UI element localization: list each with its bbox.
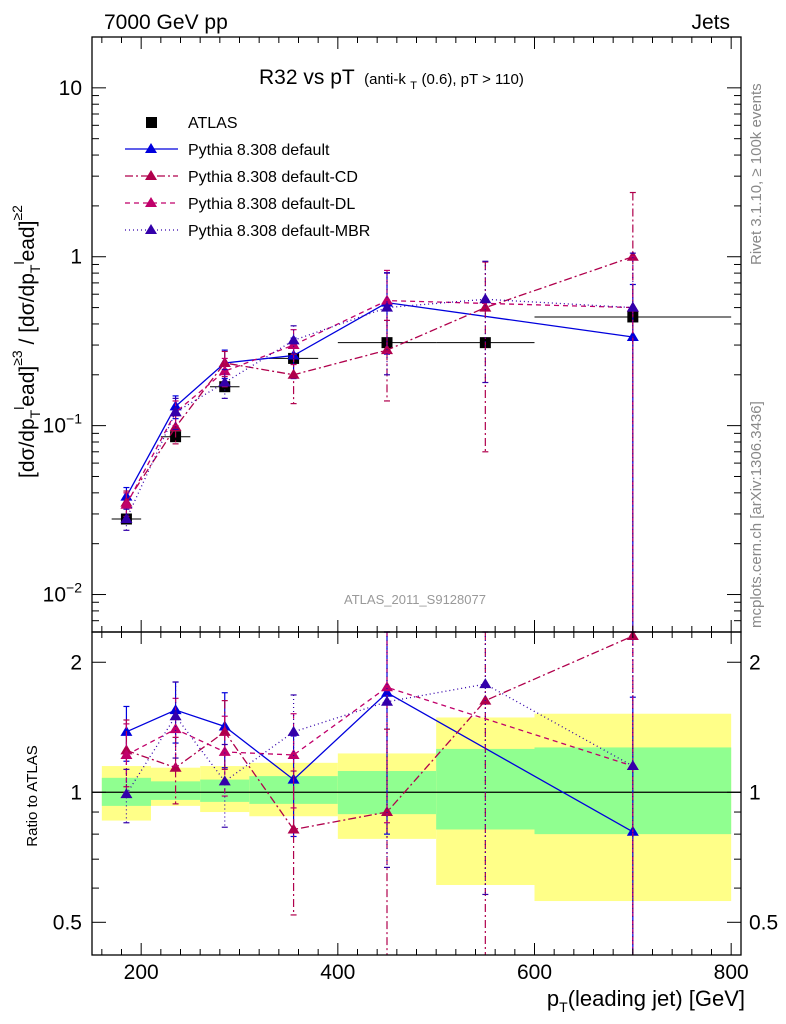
- main-y-tick-label-2: 1: [70, 246, 82, 269]
- svg-text:[dσ/dpTlead]≥3 / [dσ/dpTlead]≥: [dσ/dpTlead]≥3 / [dσ/dpTlead]≥2: [9, 205, 43, 478]
- main-title-sub-index: T: [410, 80, 417, 92]
- main-point-mbr-2: [218, 376, 231, 387]
- ratio-point-dl-2: [218, 745, 231, 756]
- legend-item-default: Pythia 8.308 default: [125, 142, 330, 159]
- ratio-point-cd-3: [287, 823, 300, 834]
- main-y-tick-label-3: 10: [59, 77, 82, 100]
- legend-cd-marker: [145, 170, 157, 180]
- main-series-cd: [120, 191, 639, 632]
- x-tick-label-200: 200: [124, 961, 159, 984]
- x-tick-label-400: 400: [320, 961, 355, 984]
- main-point-dl-4: [381, 294, 393, 305]
- header-energy-label: 7000 GeV pp: [104, 11, 228, 34]
- ratio-point-mbr-2: [218, 775, 231, 786]
- xlabel-suffix: (leading jet) [GeV]: [568, 986, 745, 1011]
- main-title-sub-suffix: (0.6), pT > 110): [421, 71, 523, 88]
- series-layer: [111, 191, 732, 955]
- main-y-tick-label-1: 10−1: [43, 411, 83, 438]
- main-line-dl: [125, 299, 633, 506]
- ratio-point-default-4: [381, 686, 393, 697]
- main-line-cd: [125, 256, 634, 503]
- ratio-point-mbr-5: [479, 678, 492, 689]
- main-line-mbr: [125, 298, 633, 520]
- ratio-y-tick-label-right-0: 0.5: [749, 911, 778, 934]
- main-point-mbr-3: [287, 334, 300, 345]
- main-title-text: R32 vs pT: [259, 66, 355, 89]
- ratio-point-cd-5: [479, 694, 492, 705]
- main-point-mbr-0: [120, 513, 133, 524]
- legend-default-marker: [145, 143, 157, 153]
- main-series-atlas: [111, 311, 732, 525]
- header-jets-label: Jets: [691, 11, 730, 34]
- main-line-default: [125, 301, 633, 497]
- legend-dl-label: Pythia 8.308 default-DL: [188, 196, 355, 213]
- legend-mbr-marker: [145, 224, 157, 234]
- legend-item-cd: Pythia 8.308 default-CD: [125, 169, 358, 186]
- ratio-point-mbr-0: [120, 788, 133, 799]
- ratio-y-tick-label-left-0: 0.5: [53, 911, 82, 934]
- ratio-point-mbr-1: [169, 710, 182, 721]
- x-axis-label: pT(leading jet) [GeV]: [547, 986, 745, 1015]
- main-series-dl: [120, 256, 639, 632]
- ratio-y-tick-label-right-2: 2: [749, 651, 761, 674]
- main-point-mbr-5: [479, 293, 492, 304]
- legend-atlas-marker: [146, 117, 157, 128]
- main-title-sub-prefix: (anti-k: [364, 71, 406, 88]
- ratio-point-dl-4: [381, 681, 393, 692]
- main-series-default: [120, 272, 639, 632]
- main-series-mbr: [120, 252, 639, 632]
- legend-dl-marker: [145, 197, 157, 207]
- ratio-point-dl-1: [169, 723, 182, 734]
- analysis-watermark: ATLAS_2011_S9128077: [344, 592, 486, 607]
- main-point-mbr-4: [381, 301, 393, 312]
- main-point-mbr-1: [169, 406, 182, 417]
- legend-item-mbr: Pythia 8.308 default-MBR: [125, 223, 370, 240]
- ratio-point-dl-3: [287, 748, 300, 759]
- ratio-point-cd-2: [218, 725, 231, 736]
- x-tick-label-600: 600: [517, 961, 552, 984]
- main-point-mbr-6: [626, 301, 639, 312]
- xlabel-sub: T: [559, 999, 568, 1015]
- ratio-point-cd-1: [169, 761, 182, 772]
- ratio-point-mbr-4: [381, 695, 393, 706]
- main-point-dl-0: [120, 498, 133, 509]
- legend-atlas-label: ATLAS: [188, 115, 238, 132]
- legend-mbr-label: Pythia 8.308 default-MBR: [188, 223, 370, 240]
- xlabel-prefix: p: [547, 986, 559, 1011]
- legend: ATLAS Pythia 8.308 default Pythia 8.308 …: [125, 115, 370, 240]
- legend-item-dl: Pythia 8.308 default-DL: [125, 196, 355, 213]
- ratio-y-tick-label-left-1: 1: [70, 781, 82, 804]
- ratio-point-mbr-6: [626, 760, 639, 771]
- x-tick-label-800: 800: [714, 961, 749, 984]
- ratio-point-dl-0: [120, 748, 133, 759]
- main-y-tick-label-0: 10−2: [43, 580, 83, 607]
- ratio-point-cd-4: [381, 806, 393, 817]
- ratio-point-mbr-3: [287, 725, 300, 736]
- ratio-y-axis-label: Ratio to ATLAS: [24, 745, 41, 846]
- ratio-line-dl: [126, 686, 634, 767]
- main-point-default-5: [626, 330, 639, 341]
- legend-item-atlas: ATLAS: [146, 115, 238, 132]
- main-point-cd-5: [479, 301, 492, 312]
- mcplots-info-label: mcplots.cern.ch [arXiv:1306.3436]: [748, 401, 765, 628]
- main-y-axis-label: [dσ/dpTlead]≥3 / [dσ/dpTlead]≥2: [9, 205, 43, 478]
- axes-layer: 200 400 600 800 10−2 10−1 1 10 0.5 0.5 1 1 2 2: [43, 36, 778, 984]
- legend-default-label: Pythia 8.308 default: [188, 142, 330, 159]
- rivet-info-label: Rivet 3.1.10, ≥ 100k events: [748, 83, 765, 265]
- main-point-cd-6: [626, 250, 639, 261]
- legend-cd-label: Pythia 8.308 default-CD: [188, 169, 358, 186]
- main-title: R32 vs pT (anti-k T (0.6), pT > 110): [259, 66, 524, 93]
- ylabel-part: [dσ/dp: [16, 418, 39, 478]
- ratio-y-tick-label-left-2: 2: [70, 651, 82, 674]
- main-point-cd-3: [287, 368, 300, 379]
- ratio-point-default-0: [120, 725, 133, 736]
- ratio-uncertainty-bands: [101, 713, 732, 902]
- ratio-y-tick-label-right-1: 1: [749, 781, 761, 804]
